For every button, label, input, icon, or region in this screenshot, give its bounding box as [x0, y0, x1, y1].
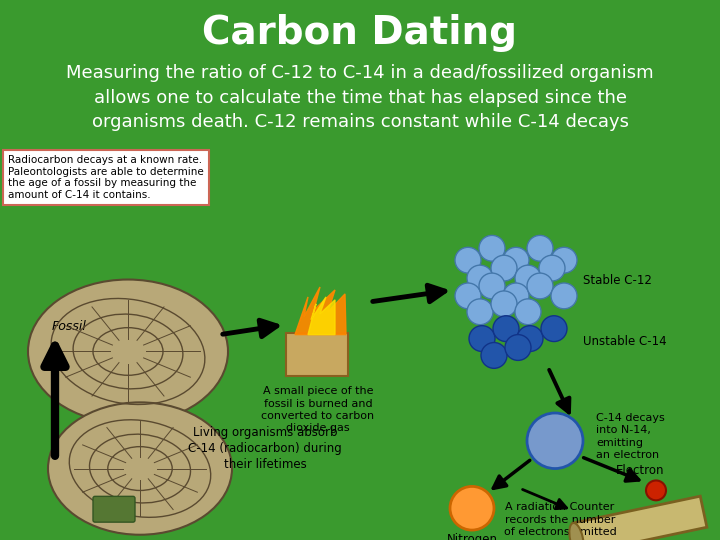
Text: Unstable C-14: Unstable C-14 — [583, 335, 667, 348]
Polygon shape — [308, 297, 335, 335]
Text: Carbon Dating: Carbon Dating — [202, 14, 518, 52]
Circle shape — [481, 342, 507, 368]
Circle shape — [527, 273, 553, 299]
Circle shape — [503, 247, 529, 273]
Circle shape — [517, 326, 543, 352]
Circle shape — [450, 487, 494, 530]
Circle shape — [455, 247, 481, 273]
Circle shape — [503, 283, 529, 309]
Circle shape — [539, 255, 565, 281]
Circle shape — [467, 265, 493, 291]
Circle shape — [527, 235, 553, 261]
Circle shape — [455, 283, 481, 309]
Circle shape — [515, 299, 541, 325]
Text: Stable C-12: Stable C-12 — [583, 274, 652, 287]
Circle shape — [469, 326, 495, 352]
Circle shape — [551, 283, 577, 309]
Circle shape — [505, 335, 531, 360]
Text: Electron: Electron — [616, 464, 665, 477]
Text: Living organisms absorb
C-14 (radiocarbon) during
their lifetimes: Living organisms absorb C-14 (radiocarbo… — [188, 426, 342, 471]
Circle shape — [491, 255, 517, 281]
FancyBboxPatch shape — [286, 333, 348, 376]
Text: A small piece of the
fossil is burned and
converted to carbon
dioxide gas: A small piece of the fossil is burned an… — [261, 386, 374, 434]
Ellipse shape — [28, 280, 228, 423]
Text: Radiocarbon decays at a known rate.
Paleontologists are able to determine
the ag: Radiocarbon decays at a known rate. Pale… — [8, 155, 204, 200]
Circle shape — [493, 316, 519, 342]
Text: Nitrogen: Nitrogen — [446, 533, 498, 540]
Circle shape — [479, 273, 505, 299]
Circle shape — [479, 235, 505, 261]
Polygon shape — [295, 287, 346, 335]
Circle shape — [541, 316, 567, 342]
Ellipse shape — [570, 523, 583, 540]
Circle shape — [527, 413, 583, 469]
Circle shape — [515, 265, 541, 291]
Text: A radiation Counter
records the number
of electrons emitted: A radiation Counter records the number o… — [503, 502, 616, 537]
Circle shape — [491, 291, 517, 317]
Text: C-14 decays
into N-14,
emitting
an electron: C-14 decays into N-14, emitting an elect… — [596, 413, 665, 460]
Circle shape — [646, 481, 666, 500]
Polygon shape — [573, 496, 707, 540]
Text: Measuring the ratio of C-12 to C-14 in a dead/fossilized organism
allows one to : Measuring the ratio of C-12 to C-14 in a… — [66, 64, 654, 131]
Circle shape — [551, 247, 577, 273]
Circle shape — [467, 299, 493, 325]
Text: Fossil: Fossil — [52, 320, 87, 333]
FancyBboxPatch shape — [93, 496, 135, 522]
Ellipse shape — [48, 402, 232, 535]
